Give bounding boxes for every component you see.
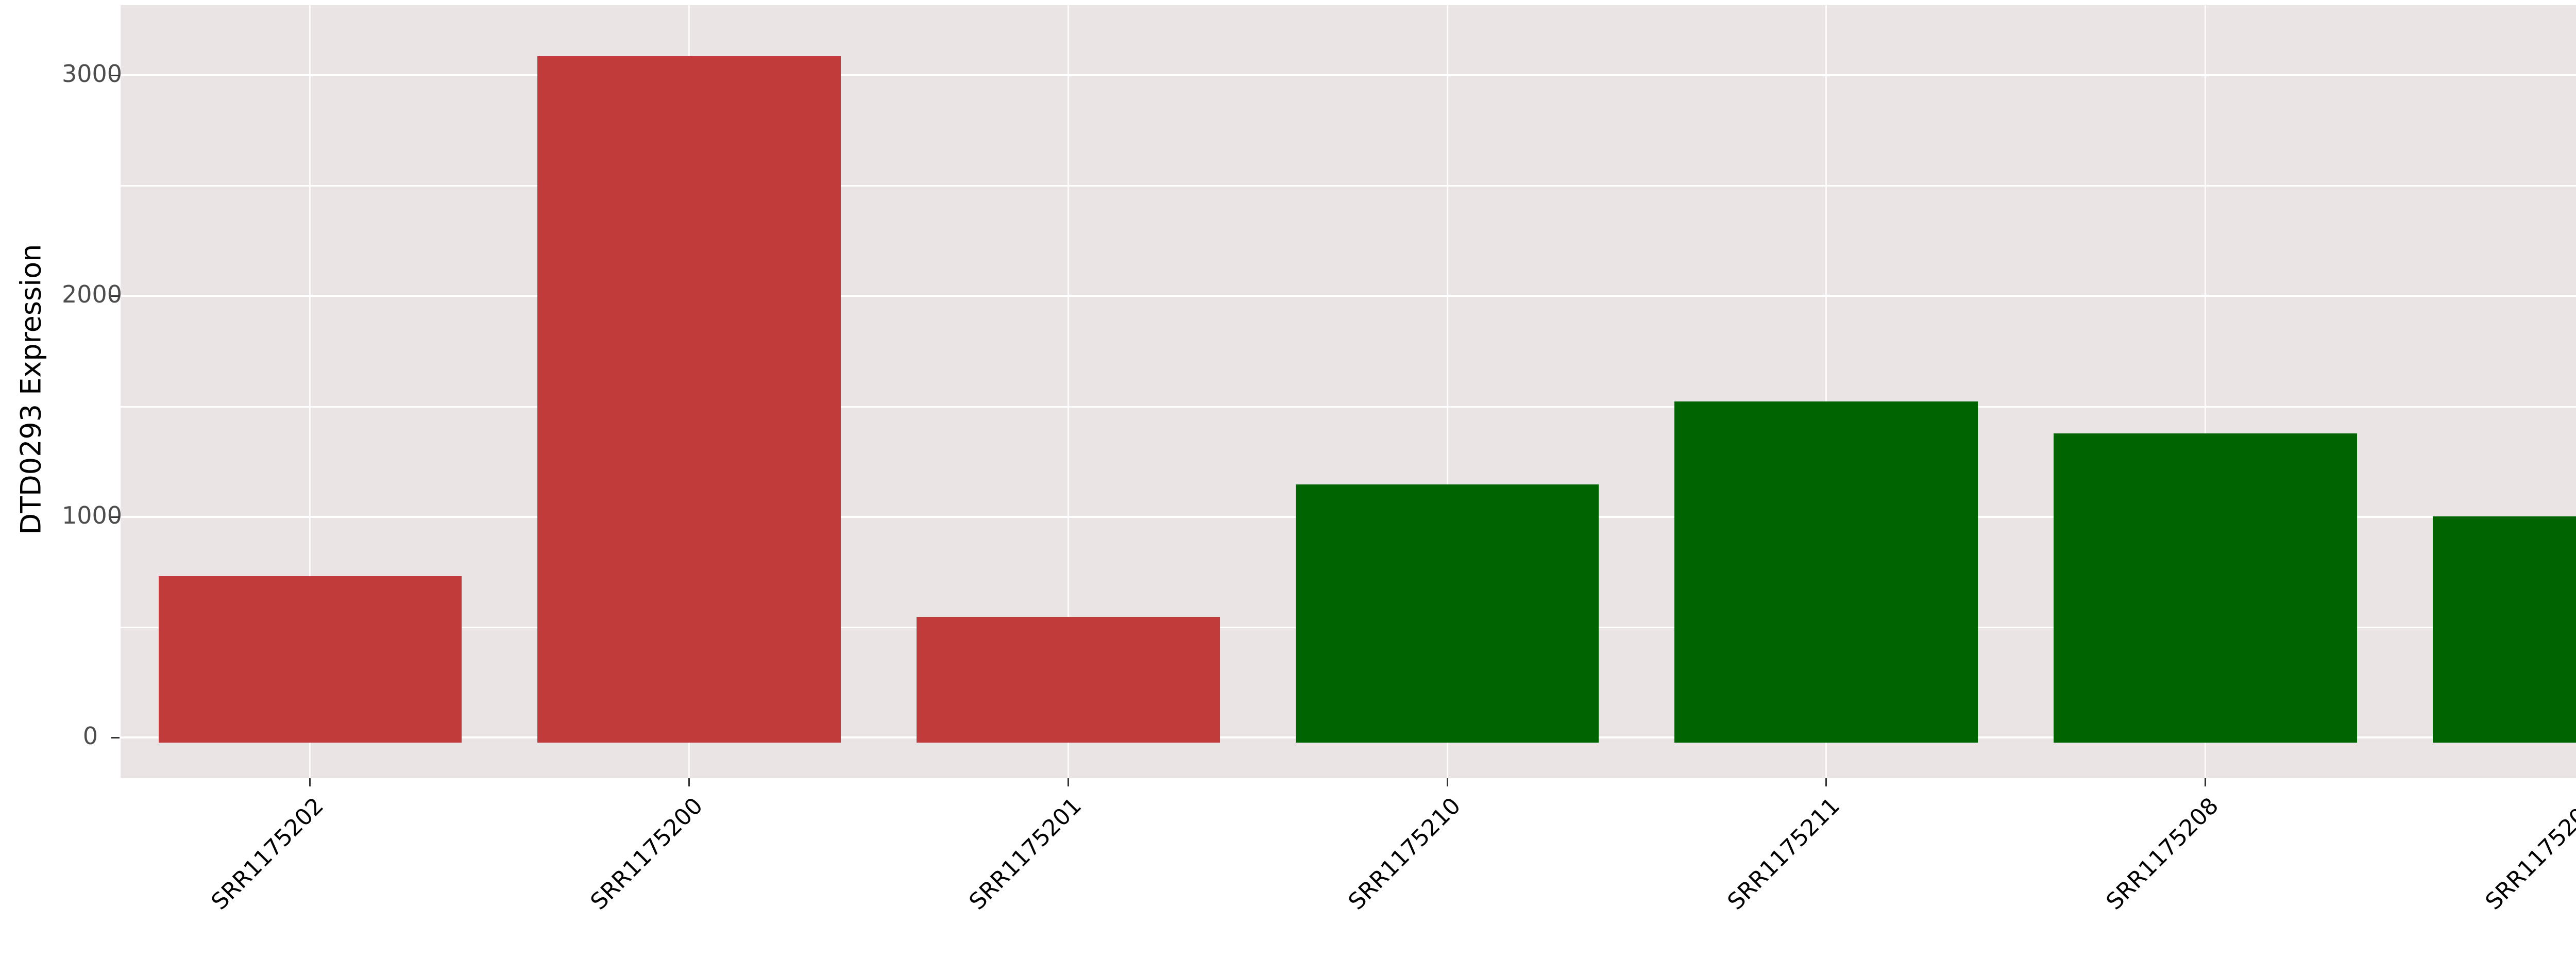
x-tick-label: SRR1175200 (585, 793, 708, 915)
x-tick-label: SRR1175211 (1722, 793, 1845, 915)
y-tick-mark (111, 516, 120, 518)
gridline-minor (121, 185, 2576, 187)
x-tick-mark (2204, 778, 2206, 786)
bar (2054, 433, 2357, 743)
y-tick-mark (111, 737, 120, 738)
y-tick-label: 2000 (62, 280, 123, 309)
y-axis-title: DTD0293 Expression (14, 244, 47, 534)
bar (2432, 516, 2576, 743)
bar (158, 576, 462, 743)
y-tick-label: 1000 (62, 501, 123, 529)
bar (1674, 401, 1978, 743)
bar-chart-figure: DTD0293 Expression 0 1000 2000 3000 SRR1175… (0, 0, 2576, 915)
x-tick-label: SRR1175201 (964, 793, 1087, 915)
x-tick-label: SRR1175202 (206, 793, 329, 915)
vertical-gridline (1446, 5, 1448, 778)
gridline-major (121, 74, 2576, 77)
x-tick-label: SRR1175210 (1343, 793, 1466, 915)
x-tick-mark (688, 778, 690, 786)
vertical-gridline (2204, 5, 2206, 778)
x-tick-mark (1067, 778, 1069, 786)
y-tick-mark (111, 75, 120, 77)
bar (537, 56, 841, 743)
bar (1295, 484, 1599, 743)
plot-area (121, 5, 2576, 778)
x-tick-label: SRR1175208 (2101, 793, 2224, 915)
x-tick-mark (309, 778, 311, 786)
y-tick-label: 3000 (62, 60, 123, 88)
vertical-gridline (1825, 5, 1827, 778)
x-tick-label: SRR1175209 (2480, 793, 2576, 915)
bar (917, 616, 1220, 743)
vertical-gridline (309, 5, 311, 778)
gridline-minor (121, 406, 2576, 408)
y-axis-title-container: DTD0293 Expression (0, 0, 62, 778)
y-tick-mark (111, 295, 120, 297)
vertical-gridline (1067, 5, 1069, 778)
x-tick-mark (1446, 778, 1448, 786)
gridline-major (121, 295, 2576, 297)
y-tick-label: 0 (82, 722, 98, 750)
x-tick-mark (1825, 778, 1827, 786)
